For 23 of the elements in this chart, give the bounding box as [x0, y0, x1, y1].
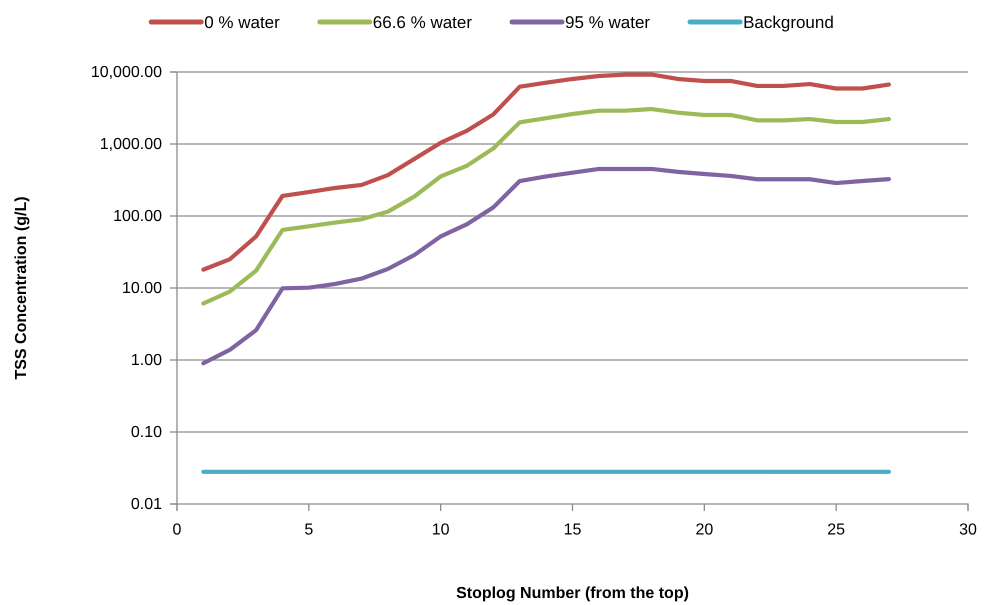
line-series: [201, 106, 891, 306]
legend-label: 95 % water: [565, 13, 650, 32]
x-tick-label: 30: [959, 521, 977, 538]
x-tick-label: 20: [695, 521, 714, 538]
x-axis-title: Stoplog Number (from the top): [456, 585, 689, 602]
y-tick-label: 100.00: [113, 208, 162, 226]
y-tick-label: 10,000.00: [90, 64, 162, 82]
y-tick-label: 1.00: [130, 352, 162, 370]
x-tick-label: 15: [564, 521, 582, 538]
x-tick-label: 5: [304, 521, 314, 538]
y-tick-label: 10.00: [122, 280, 162, 298]
legend-label: 0 % water: [204, 13, 280, 32]
y-tick-label: 0.10: [130, 424, 162, 442]
legend-label: Background: [743, 13, 834, 32]
y-tick-label: 1,000.00: [100, 136, 162, 154]
x-tick-label: 25: [827, 521, 846, 538]
line-series: [201, 72, 891, 272]
x-tick-label: 10: [432, 521, 450, 538]
line-series: [201, 166, 891, 366]
y-axis-title: TSS Concentration (g/L): [13, 196, 30, 380]
y-tick-label: 0.01: [130, 496, 162, 514]
legend-label: 66.6 % water: [372, 13, 472, 32]
x-tick-label: 0: [172, 521, 182, 538]
